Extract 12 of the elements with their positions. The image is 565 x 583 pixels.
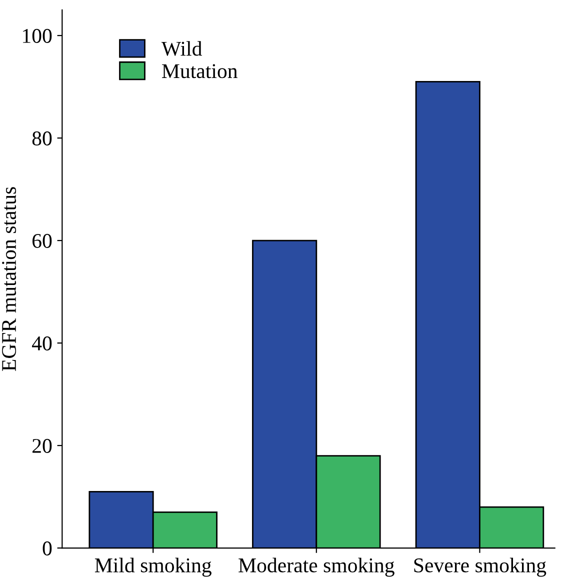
y-axis-title: EGFR mutation status <box>2 187 16 371</box>
legend-label: Mutation <box>162 64 238 78</box>
y-tick-label: 20 <box>32 438 52 453</box>
x-tick-label: Severe smoking <box>414 558 546 577</box>
x-tick-label: Moderate smoking <box>238 558 394 577</box>
y-tick-label: 0 <box>42 541 52 556</box>
legend-label: Wild <box>161 41 202 56</box>
x-tick-label: Mild smoking <box>94 558 212 577</box>
y-tick-label: 40 <box>32 336 52 350</box>
y-tick-label: 100 <box>23 28 52 43</box>
y-tick-label: 60 <box>32 234 52 248</box>
y-tick-label: 80 <box>32 131 52 146</box>
